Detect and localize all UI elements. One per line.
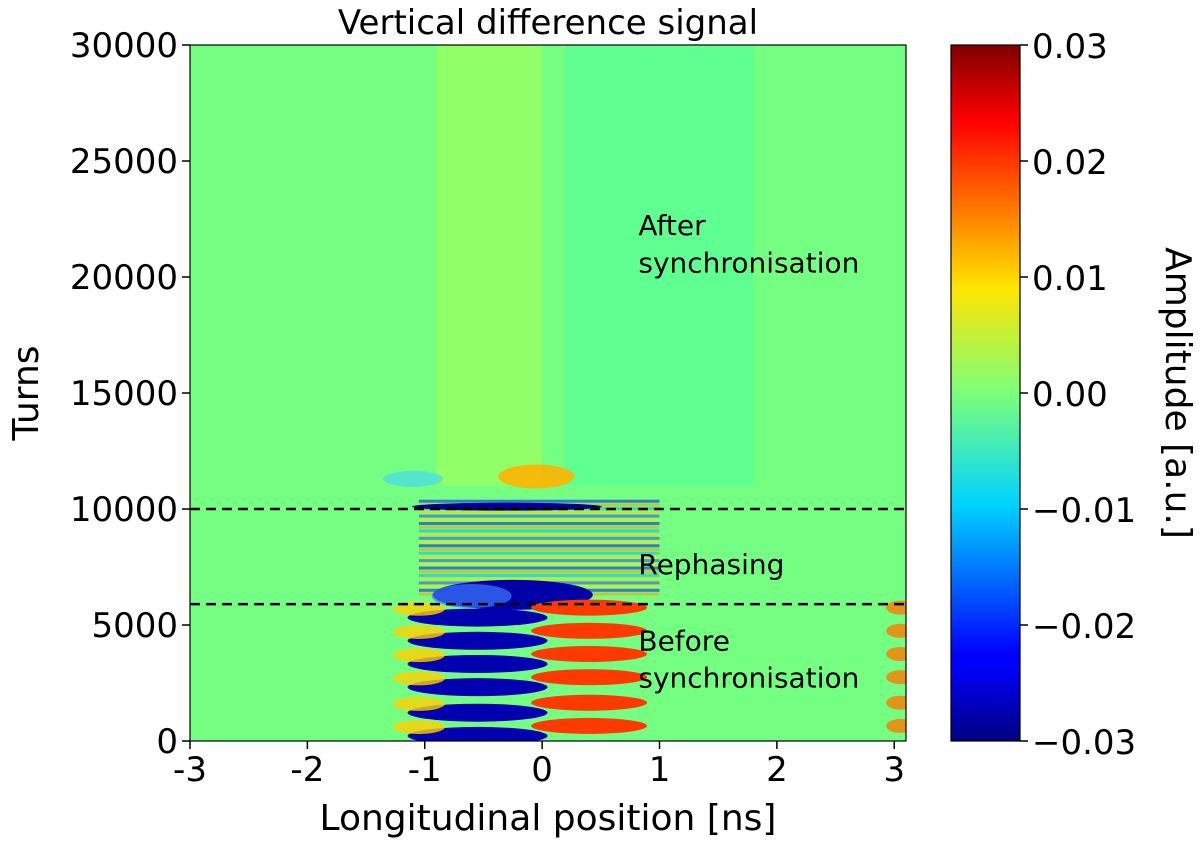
rephasing-stripe xyxy=(418,514,660,518)
edge-peak xyxy=(886,600,906,615)
rephasing-stripe xyxy=(418,559,660,563)
x-tick-label: 0 xyxy=(531,750,553,790)
rephasing-stripe xyxy=(418,510,660,514)
before-side-peak xyxy=(392,624,445,639)
annotation: synchronisation xyxy=(638,246,859,279)
before-peak xyxy=(531,717,648,734)
upper-cool-band xyxy=(565,45,754,486)
y-tick-label: 30000 xyxy=(70,26,178,66)
rephasing-stripe xyxy=(418,573,660,577)
rephasing-stripe xyxy=(418,570,660,574)
colorbar-label: Amplitude [a.u.] xyxy=(1157,247,1198,539)
rephasing-stripe xyxy=(418,555,660,559)
before-peak xyxy=(531,694,648,711)
y-tick-label: 20000 xyxy=(70,258,178,298)
before-side-peak xyxy=(392,696,445,711)
upper-warm-band xyxy=(436,45,543,486)
before-peak xyxy=(531,622,648,639)
cool-blob xyxy=(383,470,444,487)
heatmap-background xyxy=(190,45,906,741)
edge-peak xyxy=(886,670,906,685)
rephasing-stripe xyxy=(418,577,660,581)
x-tick-label: 1 xyxy=(649,750,671,790)
colorbar xyxy=(951,45,1020,741)
rephasing-stripe xyxy=(418,544,660,548)
rephasing-blob-edge xyxy=(431,584,512,608)
rephasing-stripe xyxy=(418,566,660,570)
stripe-dark xyxy=(411,502,602,511)
x-tick-label: 2 xyxy=(766,750,788,790)
before-side-peak xyxy=(392,648,445,663)
rephasing-stripe xyxy=(418,540,660,544)
colorbar-tick-label: −0.01 xyxy=(1032,491,1136,531)
x-tick-label: -2 xyxy=(290,750,324,790)
colorbar-tick-label: 0.00 xyxy=(1032,375,1108,415)
rephasing-stripe xyxy=(418,529,660,533)
x-axis: -3 -2 -1 0 1 2 3 xyxy=(173,741,905,790)
before-side-peak xyxy=(392,720,445,735)
heatmap xyxy=(190,45,906,741)
before-side-peak xyxy=(392,671,445,686)
before-trough xyxy=(407,654,548,673)
x-tick-label: -3 xyxy=(173,750,207,790)
chart-title: Vertical difference signal xyxy=(338,3,758,43)
colorbar-ticks: −0.03 −0.02 −0.01 0.00 0.01 0.02 0.03 xyxy=(1020,27,1136,763)
y-axis-label: Turns xyxy=(6,345,47,441)
edge-peak xyxy=(886,623,906,638)
annotation: synchronisation xyxy=(638,662,859,695)
y-tick-label: 15000 xyxy=(70,374,178,414)
y-tick-label: 10000 xyxy=(70,490,178,530)
colorbar-tick-label: −0.02 xyxy=(1032,607,1136,647)
colorbar-tick-label: 0.03 xyxy=(1032,27,1108,67)
rephasing-stripe xyxy=(418,536,660,540)
annotation: Before xyxy=(638,625,730,658)
heatmap-features xyxy=(383,45,906,741)
annotation: After xyxy=(638,209,706,242)
rephasing-stripe xyxy=(418,533,660,537)
before-trough xyxy=(407,678,548,697)
colorbar-tick-label: −0.03 xyxy=(1032,723,1136,763)
rephasing-stripe xyxy=(418,499,660,503)
y-tick-label: 5000 xyxy=(91,606,178,646)
rephasing-stripe xyxy=(418,551,660,555)
x-tick-label: -1 xyxy=(408,750,442,790)
before-trough xyxy=(407,608,548,627)
rephasing-stripe xyxy=(418,518,660,522)
before-trough xyxy=(407,631,548,650)
x-axis-label: Longitudinal position [ns] xyxy=(320,798,777,839)
annotation: Rephasing xyxy=(638,548,784,581)
before-trough xyxy=(407,703,548,722)
y-tick-label: 0 xyxy=(156,722,178,762)
y-tick-label: 25000 xyxy=(70,142,178,182)
horizontal-lines xyxy=(190,507,906,606)
annotations: After synchronisation Rephasing Before synch… xyxy=(638,209,859,694)
before-peak xyxy=(531,599,648,616)
rephasing-stripe xyxy=(418,547,660,551)
rephasing-stripe xyxy=(418,521,660,525)
before-trough xyxy=(407,726,548,741)
edge-peak xyxy=(886,647,906,661)
colorbar-tick-label: 0.01 xyxy=(1032,259,1108,299)
x-tick-label: 3 xyxy=(883,750,905,790)
before-peak xyxy=(531,669,648,686)
warm-blob xyxy=(498,464,575,489)
before-peak xyxy=(531,646,648,662)
edge-peak xyxy=(886,695,906,710)
y-axis: 0 5000 10000 15000 20000 25000 30000 xyxy=(70,26,190,762)
rephasing-stripe xyxy=(418,525,660,529)
edge-peak xyxy=(886,718,906,733)
colorbar-tick-label: 0.02 xyxy=(1032,143,1108,183)
rephasing-stripe xyxy=(418,562,660,566)
